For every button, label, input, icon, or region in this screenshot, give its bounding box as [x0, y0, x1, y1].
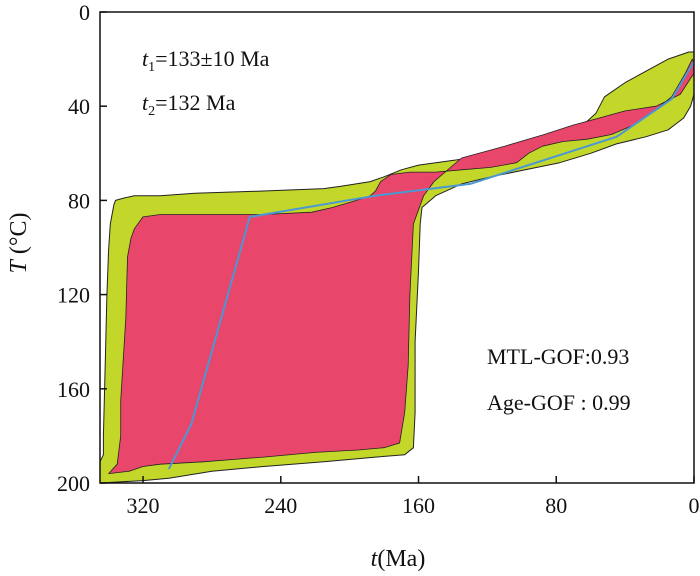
annotation-t1: t1=133±10 Ma: [142, 46, 270, 75]
best-fit-path: [168, 60, 695, 470]
y-tick-label: 40: [68, 94, 90, 119]
y-tick-label: 120: [57, 283, 90, 308]
y-tick-label: 160: [57, 377, 90, 402]
x-tick-label: 80: [545, 493, 567, 518]
annotation-t2: t2=132 Ma: [142, 90, 236, 119]
y-tick-label: 0: [79, 0, 90, 25]
x-tick-label: 240: [264, 493, 297, 518]
plot-area: [99, 51, 695, 484]
y-axis-title: T (°C): [6, 213, 32, 274]
x-tick-label: 0: [689, 493, 700, 518]
x-tick-label: 320: [127, 493, 160, 518]
annotation-age-gof: Age-GOF : 0.99: [487, 390, 631, 415]
y-tick-label: 200: [57, 471, 90, 496]
x-tick-label: 160: [402, 493, 435, 518]
axes: 0 40 80 120 160 200 320 240 160 80 0: [57, 0, 700, 518]
plot-frame: [99, 11, 695, 484]
x-axis-title: t(Ma): [371, 546, 426, 572]
annotation-mtl-gof: MTL-GOF:0.93: [487, 344, 629, 369]
y-tick-label: 80: [68, 188, 90, 213]
